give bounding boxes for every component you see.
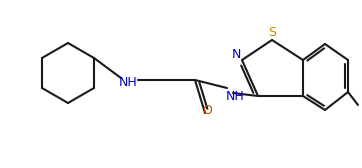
Text: N: N [231, 49, 241, 61]
Text: NH: NH [226, 91, 244, 103]
Text: O: O [202, 103, 212, 116]
Text: NH: NH [119, 75, 137, 89]
Text: S: S [268, 26, 276, 38]
